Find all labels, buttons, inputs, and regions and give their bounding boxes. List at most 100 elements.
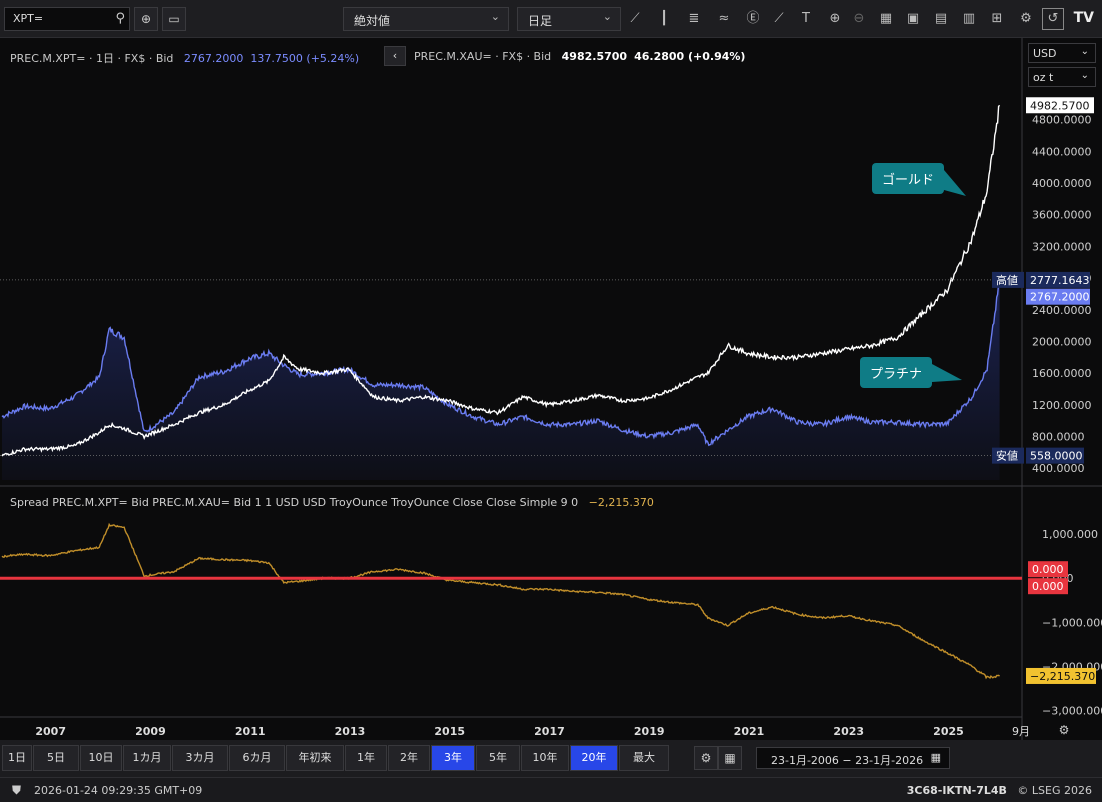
chevron-down-icon: ⌄ (490, 10, 500, 23)
timeframe-8[interactable]: 1年 (345, 745, 387, 771)
search-icon[interactable]: ⚲ (115, 11, 125, 26)
chart-area (0, 38, 1102, 740)
axis-settings-icon[interactable]: ⚙ (1058, 723, 1070, 737)
xpt-last-tag-bg (1026, 288, 1090, 305)
text-icon[interactable]: T (802, 11, 810, 26)
timeframe-2[interactable]: 5日 (33, 745, 79, 771)
series1-change: 137.7500 (+5.24%) (250, 52, 360, 65)
calendar-icon[interactable]: ▦ (930, 751, 941, 764)
spread-legend: Spread PREC.M.XPT= Bid PREC.M.XAU= Bid 1… (10, 496, 654, 509)
symbol-input[interactable]: XPT= ⚲ (4, 7, 130, 31)
series2-name: PREC.M.XAU= · FX$ · Bid (414, 50, 552, 63)
series1-name: PREC.M.XPT= · 1日 · FX$ · Bid (10, 52, 174, 65)
news-icon[interactable]: ▤ (934, 11, 948, 26)
timeframe-3[interactable]: 10日 (80, 745, 122, 771)
gold-line (1, 104, 1001, 457)
timeframe-14[interactable]: 最大 (619, 745, 669, 771)
spread-label: Spread PREC.M.XPT= Bid PREC.M.XAU= Bid 1… (10, 496, 579, 509)
mode-dropdown[interactable]: 絶対値 ⌄ (343, 7, 509, 31)
x-tick-label: 2017 (534, 725, 565, 738)
draw-line-icon[interactable]: ⟋ (774, 11, 784, 26)
waves-icon[interactable]: ≈ (718, 11, 730, 26)
zero-tag-a: 0.000 (1032, 563, 1064, 576)
gold-callout: ゴールド (872, 163, 945, 194)
x-tick-label: 2011 (235, 725, 266, 738)
candles-icon[interactable]: ┃ (660, 11, 668, 26)
chevron-down-icon: ⌄ (1080, 70, 1089, 81)
y-tick-label: 4000.0000 (1032, 177, 1092, 190)
zoom-out-icon[interactable]: ⊖ (853, 11, 865, 26)
low-label-tag: 安値 (996, 449, 1018, 463)
y-tick-label: 1600.0000 (1032, 367, 1092, 380)
timeframe-5[interactable]: 3カ月 (172, 745, 228, 771)
zero-tag-a-bg (1028, 561, 1068, 578)
symbol-text: XPT= (13, 12, 44, 25)
zero-tag-b: 0.000 (1032, 580, 1064, 593)
series2-last: 4982.5700 (561, 50, 628, 63)
settings-icon[interactable]: ⚙ (694, 746, 718, 770)
chevron-down-icon: ⌄ (602, 10, 612, 23)
spread-last-tag-bg (1026, 667, 1096, 684)
reset-icon[interactable]: ↺ (1042, 8, 1064, 30)
xpt-last-tag: 2767.2000 (1030, 291, 1090, 304)
bars-icon[interactable]: ≣ (688, 11, 700, 26)
spread-value: −2,215.370 (588, 496, 654, 509)
y-tick-label: 1200.0000 (1032, 399, 1092, 412)
spread-last-tag: −2,215.370 (1030, 670, 1095, 683)
timeframe-6[interactable]: 6カ月 (229, 745, 285, 771)
y-tick-label: 2000.0000 (1032, 335, 1092, 348)
collapse-legend-button[interactable]: ‹ (384, 46, 406, 66)
gold-callout-pointer (944, 170, 966, 196)
table-icon[interactable]: ▦ (879, 11, 893, 26)
currency-icon[interactable]: Ⓔ (746, 11, 760, 26)
line-chart-icon[interactable]: ⟋ (630, 11, 640, 26)
x-tick-label: 2023 (833, 725, 864, 738)
timeframe-7[interactable]: 年初来 (286, 745, 344, 771)
status-timestamp: 2026-01-24 09:29:35 GMT+09 (34, 784, 203, 797)
platinum-line (1, 280, 1001, 447)
legend-series1: PREC.M.XPT= · 1日 · FX$ · Bid 2767.2000 1… (10, 50, 359, 66)
y-tick-label: 800.0000 (1032, 430, 1085, 443)
weight-unit-select[interactable]: oz t ⌄ (1028, 67, 1096, 87)
period-value: 日足 (528, 14, 553, 28)
series2-change: 46.2800 (+0.94%) (634, 50, 746, 63)
add-symbol-icon[interactable]: ⊕ (134, 7, 158, 31)
low-label-tag-bg (992, 447, 1024, 464)
x-tick-label: 2013 (335, 725, 366, 738)
timeframe-4[interactable]: 1カ月 (123, 745, 171, 771)
folder-icon[interactable]: ▭ (162, 7, 186, 31)
copyright: © LSEG 2026 (1017, 784, 1092, 797)
currency-select[interactable]: USD ⌄ (1028, 43, 1096, 63)
top-toolbar: XPT= ⚲ ⊕ ▭ 絶対値 ⌄ 日足 ⌄ ⟋ ┃ ≣ ≈ Ⓔ ⟋ T ⊕ ⊖ … (0, 0, 1102, 38)
period-dropdown[interactable]: 日足 ⌄ (517, 7, 621, 31)
mode-value: 絶対値 (354, 14, 391, 28)
y-tick-label: 3600.0000 (1032, 209, 1092, 222)
x-tick-label: 2019 (634, 725, 665, 738)
zoom-in-icon[interactable]: ⊕ (829, 11, 841, 26)
export-icon[interactable]: ⊞ (991, 11, 1003, 26)
settings-icon[interactable]: ⚙ (1020, 11, 1032, 26)
weight-value: oz t (1033, 71, 1054, 84)
status-bar: ⛊ 2026-01-24 09:29:35 GMT+09 3C68-IKTN-7… (0, 777, 1102, 802)
date-range-input[interactable]: 23-1月-2006 − 23-1月-2026 ▦ (756, 747, 950, 769)
timeframe-13[interactable]: 20年 (570, 745, 618, 771)
y-tick-label: 2400.0000 (1032, 304, 1092, 317)
report-icon[interactable]: ▥ (962, 11, 976, 26)
x-tick-label: 2025 (933, 725, 964, 738)
shield-icon: ⛊ (12, 783, 22, 797)
timeframe-10[interactable]: 3年 (431, 745, 475, 771)
session-id: 3C68-IKTN-7L4B (906, 784, 1007, 797)
x-tick-label: 2009 (135, 725, 166, 738)
xau-last-tag: 4982.5700 (1030, 99, 1090, 112)
table-icon[interactable]: ▦ (718, 746, 742, 770)
x-tick-label: 2007 (35, 725, 66, 738)
timeframe-1[interactable]: 1日 (2, 745, 32, 771)
timeframe-11[interactable]: 5年 (476, 745, 520, 771)
timeframe-12[interactable]: 10年 (521, 745, 569, 771)
layout-icon[interactable]: ▣ (906, 11, 920, 26)
y-tick-label: 4400.0000 (1032, 145, 1092, 158)
spread-y-tick-label: −3,000.000 (1042, 705, 1102, 718)
x-tick-extra: 9月 (1012, 725, 1030, 738)
currency-value: USD (1033, 47, 1057, 60)
timeframe-9[interactable]: 2年 (388, 745, 430, 771)
